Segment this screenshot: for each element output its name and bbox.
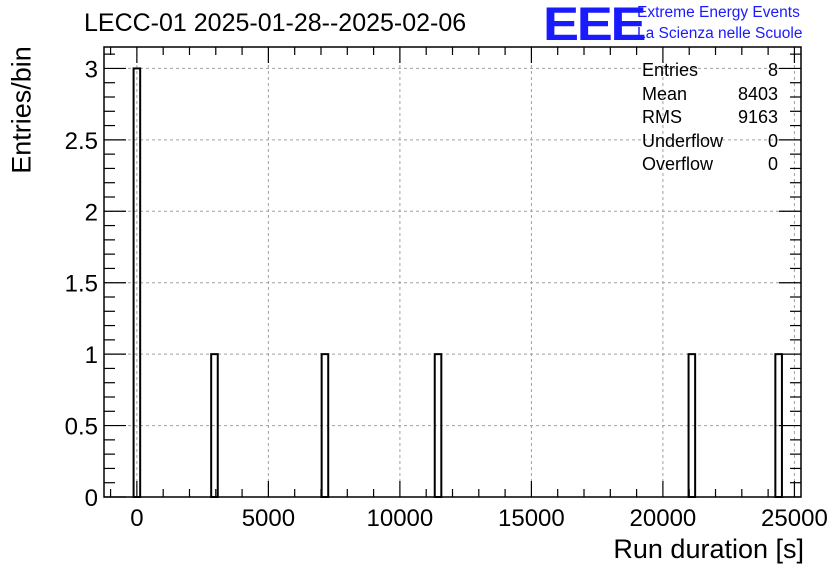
stats-box: Entries 8 Mean 8403 RMS 9163 Underflow 0…	[642, 59, 778, 177]
stat-row-entries: Entries 8	[642, 59, 778, 83]
histogram-bar	[433, 353, 443, 498]
stat-row-mean: Mean 8403	[642, 83, 778, 107]
y-tick-label: 2.5	[65, 128, 98, 155]
y-axis-label: Entries/bin	[6, 46, 37, 174]
x-tick-label: 5000	[242, 505, 295, 532]
histogram-bar	[687, 353, 697, 498]
y-tick-label: 1.5	[65, 271, 98, 298]
stat-value: 0	[767, 130, 778, 151]
stat-label: Overflow	[642, 154, 714, 174]
y-tick-label: 2	[85, 199, 98, 226]
stat-row-underflow: Underflow 0	[642, 130, 778, 154]
stat-label: Underflow	[642, 130, 724, 151]
stat-row-overflow: Overflow 0	[642, 153, 778, 177]
stat-label: Entries	[642, 60, 699, 80]
stat-row-rms: RMS 9163	[642, 106, 778, 130]
stat-label: Mean	[642, 83, 688, 104]
stat-value: 9163	[737, 107, 778, 127]
logo-line-1: Extreme Energy Events	[637, 4, 800, 21]
tick-labels: 0 5000 10000 15000 20000 25000 0 0.5 1 1.5 2 2.5 3	[65, 56, 828, 532]
x-axis-label: Run duration [s]	[613, 534, 804, 564]
x-tick-label: 0	[130, 505, 143, 532]
axis-ticks	[104, 47, 801, 498]
eee-logo: EEE	[543, 0, 647, 50]
y-tick-label: 1	[85, 342, 98, 369]
x-tick-label: 20000	[630, 505, 697, 532]
chart-title: LECC-01 2025-01-28--2025-02-06	[84, 9, 467, 37]
x-tick-label: 25000	[761, 505, 828, 532]
x-tick-label: 10000	[367, 505, 434, 532]
stat-value: 8403	[737, 83, 778, 104]
logo-line-2: La Scienza nelle Scuole	[637, 25, 803, 42]
y-tick-label: 0.5	[65, 414, 98, 441]
stat-label: RMS	[642, 107, 682, 127]
stat-value: 8	[767, 60, 778, 80]
y-tick-label: 0	[85, 485, 98, 512]
stat-value: 0	[767, 154, 778, 174]
x-tick-label: 15000	[498, 505, 565, 532]
histogram-bar	[320, 353, 330, 498]
y-tick-label: 3	[85, 56, 98, 83]
